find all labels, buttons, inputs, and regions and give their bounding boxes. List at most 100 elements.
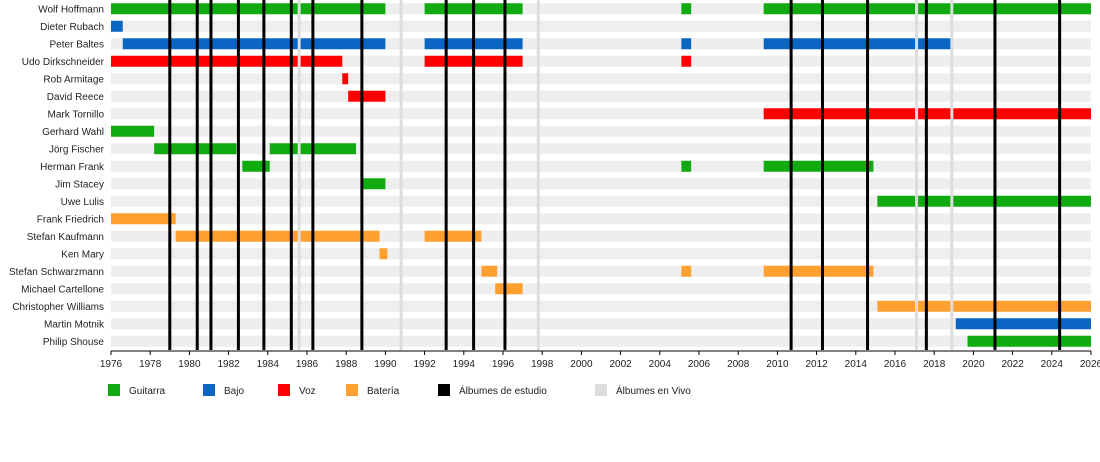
legend-label-drums: Batería	[367, 386, 400, 397]
member-bar-bass	[955, 318, 1091, 330]
member-label: Michael Cartellone	[21, 284, 104, 295]
member-bars	[111, 3, 1091, 347]
x-tick-label: 2008	[727, 359, 750, 370]
member-bar-guitar	[242, 160, 270, 172]
member-label: Dieter Rubach	[40, 22, 104, 33]
legend: Guitarra Bajo Voz Batería Álbumes de estudio…	[108, 384, 691, 397]
member-label: Gerhard Wahl	[42, 127, 104, 138]
x-tick-label: 1984	[257, 359, 280, 370]
member-bar-drums	[763, 265, 874, 277]
row-background	[111, 55, 1091, 67]
row-background	[111, 265, 1091, 277]
row-background	[111, 283, 1091, 295]
member-bar-drums	[175, 230, 380, 242]
member-label: Jörg Fischer	[49, 144, 105, 155]
legend-label-bass: Bajo	[224, 386, 244, 397]
member-label: Stefan Kaufmann	[27, 232, 104, 243]
x-tick-label: 1996	[492, 359, 515, 370]
member-label: Ken Mary	[61, 249, 104, 260]
member-bar-drums	[481, 265, 498, 277]
member-bar-bass	[111, 20, 123, 32]
row-background	[111, 73, 1091, 85]
member-bar-bass	[681, 38, 692, 50]
row-background	[111, 108, 1091, 120]
member-bar-drums	[495, 283, 523, 295]
x-tick-label: 2012	[805, 359, 828, 370]
member-bar-guitar	[681, 160, 692, 172]
member-bar-bass	[763, 38, 952, 50]
x-tick-label: 1994	[453, 359, 476, 370]
x-tick-label: 1998	[531, 359, 554, 370]
x-tick-label: 2010	[766, 359, 789, 370]
x-tick-label: 1980	[178, 359, 201, 370]
x-tick-label: 2022	[1001, 359, 1024, 370]
legend-swatch-vocals	[278, 384, 290, 396]
row-background	[111, 90, 1091, 102]
member-label: Uwe Lulis	[61, 197, 104, 208]
x-tick-label: 2002	[609, 359, 632, 370]
row-background	[111, 300, 1091, 312]
member-label: Philip Shouse	[43, 337, 105, 348]
row-background	[111, 230, 1091, 242]
x-tick-label: 2020	[962, 359, 985, 370]
member-label: Peter Baltes	[50, 39, 104, 50]
legend-swatch-drums	[346, 384, 358, 396]
x-axis: 1976 1978 1980 1982 1984 1986 1988 1990 1992 1994…	[100, 350, 1100, 370]
member-label: Wolf Hoffmann	[38, 4, 104, 15]
row-background	[111, 335, 1091, 347]
member-bar-guitar	[877, 195, 1091, 207]
member-bar-drums	[877, 300, 1091, 312]
member-label: Mark Tornillo	[48, 109, 105, 120]
legend-swatch-guitar	[108, 384, 120, 396]
member-bar-drums	[111, 213, 176, 225]
x-tick-label: 1978	[139, 359, 162, 370]
x-tick-label: 2004	[649, 359, 672, 370]
x-tick-label: 1982	[217, 359, 240, 370]
member-bar-drums	[379, 248, 388, 260]
legend-swatch-studio	[438, 384, 450, 396]
row-background	[111, 38, 1091, 50]
member-bar-vocals	[111, 55, 343, 67]
member-bar-guitar	[154, 143, 237, 155]
row-background	[111, 143, 1091, 155]
x-tick-label: 2000	[570, 359, 593, 370]
member-label: Christopher Williams	[12, 302, 104, 313]
x-tick-label: 1986	[296, 359, 319, 370]
row-background	[111, 195, 1091, 207]
member-labels: Wolf Hoffmann Dieter Rubach Peter Baltes Ud…	[9, 4, 105, 348]
legend-label-studio: Álbumes de estudio	[459, 384, 547, 397]
member-label: Herman Frank	[40, 162, 105, 173]
album-lines	[168, 0, 1062, 350]
member-label: Frank Friedrich	[37, 214, 104, 225]
x-tick-label: 2024	[1041, 359, 1064, 370]
row-background	[111, 213, 1091, 225]
legend-label-live: Álbumes en Vivo	[616, 384, 691, 397]
member-bar-guitar	[111, 3, 386, 15]
row-background	[111, 178, 1091, 190]
legend-label-guitar: Guitarra	[129, 386, 166, 397]
member-label: David Reece	[47, 92, 105, 103]
x-tick-label: 1988	[335, 359, 358, 370]
x-tick-label: 2006	[688, 359, 711, 370]
row-background	[111, 20, 1091, 32]
member-bar-guitar	[681, 3, 692, 15]
member-bar-vocals	[348, 90, 386, 102]
row-background	[111, 160, 1091, 172]
legend-label-vocals: Voz	[299, 386, 316, 397]
row-backgrounds	[111, 3, 1091, 347]
x-tick-label: 1992	[413, 359, 436, 370]
member-bar-drums	[681, 265, 692, 277]
row-background	[111, 318, 1091, 330]
member-bar-vocals	[681, 55, 692, 67]
member-bar-vocals	[342, 73, 349, 85]
x-tick-label: 2026	[1080, 359, 1100, 370]
member-label: Jim Stacey	[55, 179, 104, 190]
member-bar-guitar	[967, 335, 1091, 347]
member-label: Stefan Schwarzmann	[9, 267, 104, 278]
x-tick-label: 2014	[845, 359, 868, 370]
legend-swatch-bass	[203, 384, 215, 396]
legend-swatch-live	[595, 384, 607, 396]
member-label: Rob Armitage	[43, 74, 104, 85]
x-tick-label: 1976	[100, 359, 123, 370]
